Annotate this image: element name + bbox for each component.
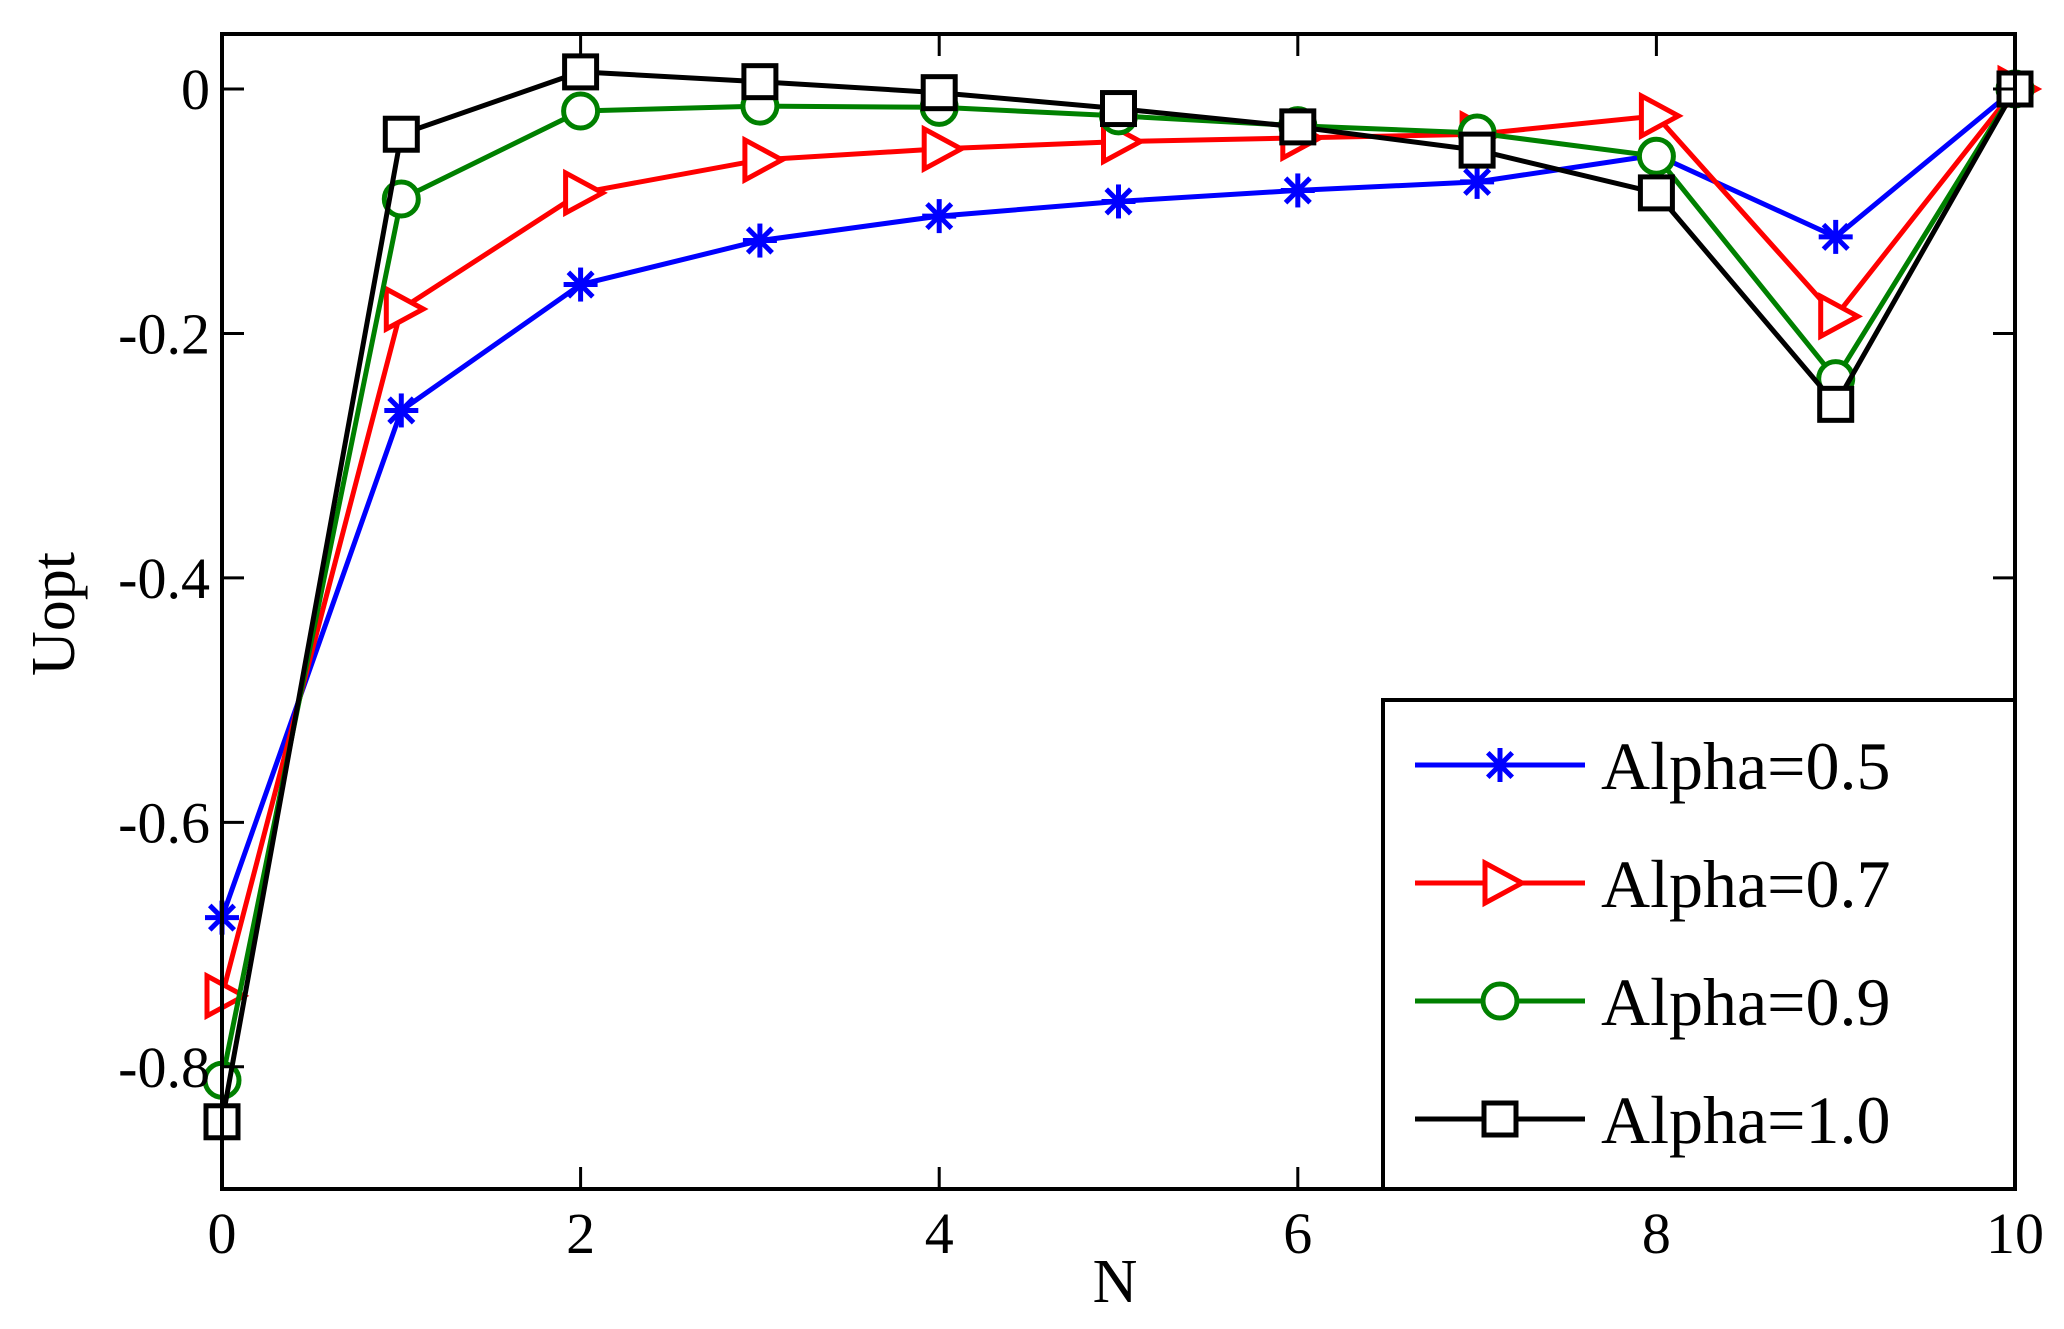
legend-item: Alpha=0.7	[1415, 846, 1891, 922]
data-point	[1818, 219, 1853, 254]
data-point	[1817, 385, 1855, 423]
data-point	[1100, 90, 1137, 128]
data-point	[204, 971, 250, 1021]
data-point	[1460, 164, 1495, 199]
data-point	[563, 168, 608, 218]
data-point	[920, 74, 958, 112]
data-point	[1280, 173, 1315, 208]
data-point	[384, 393, 419, 428]
legend-item: Alpha=0.9	[1415, 964, 1891, 1040]
legend-item: Alpha=1.0	[1415, 1082, 1891, 1158]
data-point	[1101, 184, 1136, 219]
legend-marker	[1482, 858, 1528, 908]
data-point	[1279, 108, 1317, 146]
legend-marker	[1483, 748, 1517, 782]
data-point	[1637, 174, 1675, 212]
legend-label: Alpha=1.0	[1601, 1082, 1891, 1158]
legend-label: Alpha=0.7	[1601, 846, 1891, 922]
x-tick-label: 0	[208, 1201, 237, 1266]
legend-marker	[1481, 1100, 1519, 1138]
legend-marker	[1480, 981, 1520, 1021]
data-point	[742, 135, 788, 185]
legend-label: Alpha=0.5	[1601, 728, 1891, 804]
y-tick-label: -0.2	[118, 301, 210, 366]
y-tick-label: -0.8	[118, 1035, 210, 1100]
data-point	[741, 63, 779, 101]
y-axis-label: Uopt	[20, 552, 88, 676]
y-tick-label: 0	[181, 57, 210, 122]
plot-frame	[220, 32, 2017, 1191]
data-point	[1818, 292, 1863, 341]
y-tick-label: -0.4	[118, 546, 210, 611]
y-tick-label: -0.6	[118, 790, 210, 855]
legend-item: Alpha=0.5	[1415, 728, 1891, 804]
x-axis-label: N	[1093, 1248, 1138, 1316]
data-point	[383, 284, 429, 334]
data-point	[1636, 136, 1676, 176]
x-tick-label: 8	[1642, 1201, 1671, 1266]
data-point	[563, 267, 598, 302]
x-tick-label: 10	[1986, 1201, 2044, 1266]
data-point	[382, 115, 420, 153]
data-point	[921, 124, 967, 174]
data-point	[562, 53, 600, 91]
plot-content	[202, 53, 2043, 1141]
legend-label: Alpha=0.9	[1601, 964, 1891, 1040]
x-tick-label: 6	[1283, 1201, 1312, 1266]
data-point	[561, 91, 601, 131]
x-tick-label: 4	[925, 1201, 954, 1266]
data-point	[922, 199, 957, 234]
series-alpha-1-0	[203, 53, 2034, 1141]
legend: Alpha=0.5 Alpha=0.7 Alpha=0.9 Alpha=1.0	[1381, 698, 2017, 1191]
x-tick-label: 2	[566, 1201, 595, 1266]
data-point	[1638, 91, 1684, 141]
data-point	[742, 223, 777, 258]
data-point	[1458, 131, 1496, 169]
